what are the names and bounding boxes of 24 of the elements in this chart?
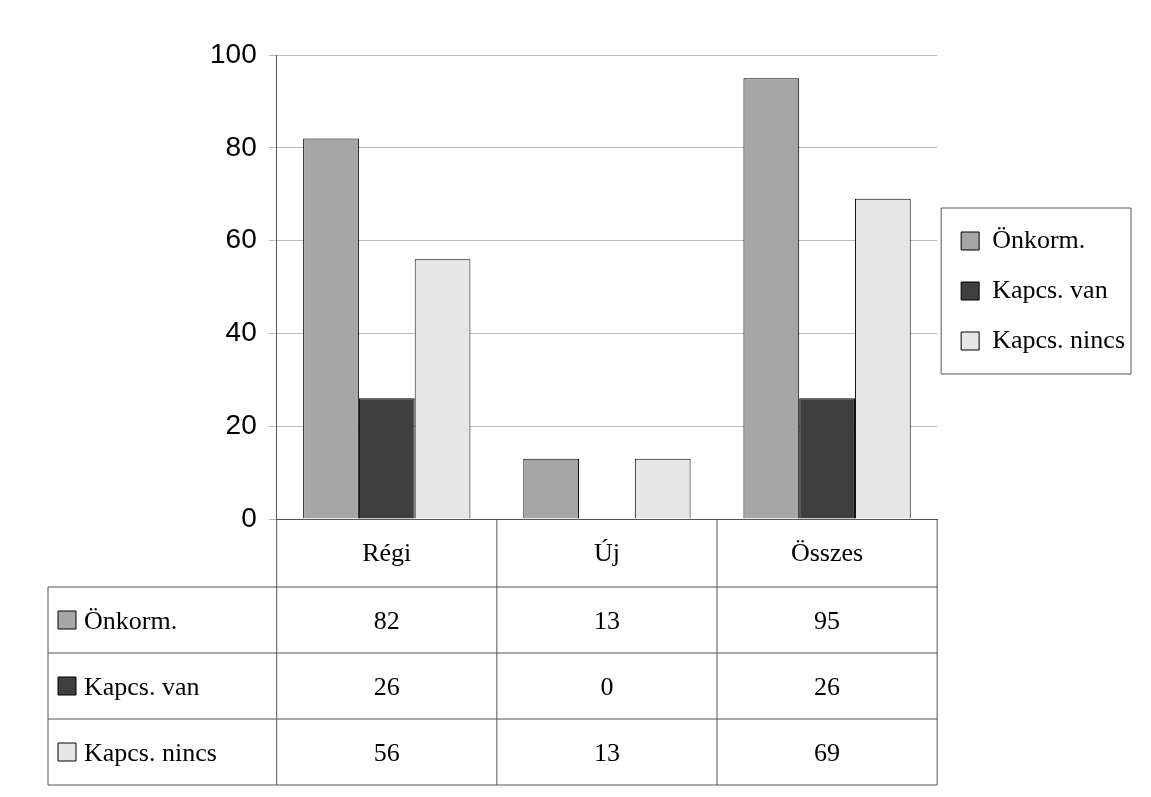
legend-label: Kapcs. nincs <box>992 324 1125 354</box>
x-tick-label: Régi <box>362 537 412 567</box>
x-tick-label: Összes <box>790 537 864 567</box>
data-label: 0 <box>600 671 614 701</box>
data-label: 56 <box>373 737 400 767</box>
data-label: 95 <box>814 605 841 635</box>
text: Önkorm. <box>992 224 1086 254</box>
y-tick-label: 80 <box>225 130 257 162</box>
x-tick-label: Új <box>593 537 620 567</box>
y-tick-label: 100 <box>210 37 257 69</box>
text: Kapcs. nincs <box>84 737 217 767</box>
legend-label: Kapcs. van <box>992 274 1108 304</box>
data-label: 69 <box>814 737 841 767</box>
data-label: 13 <box>593 605 620 635</box>
y-tick-label: 0 <box>241 501 257 533</box>
data-label: 26 <box>373 671 400 701</box>
y-tick-label: 40 <box>225 316 257 348</box>
text: Kapcs. van <box>84 671 200 701</box>
data-label: 13 <box>593 737 620 767</box>
data-label: 82 <box>373 605 400 635</box>
y-tick-label: 20 <box>225 408 257 440</box>
data-label: 26 <box>814 671 841 701</box>
legend-label: Önkorm. <box>84 605 178 635</box>
y-tick-label: 60 <box>225 223 257 255</box>
